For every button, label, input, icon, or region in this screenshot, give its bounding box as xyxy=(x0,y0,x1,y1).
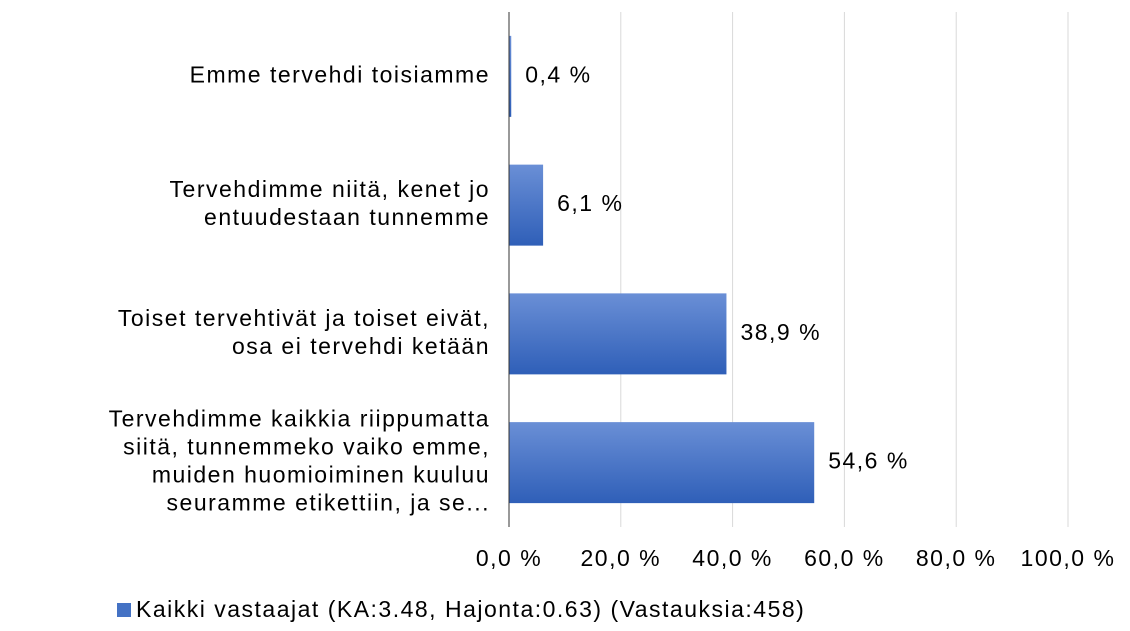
value-label: 0,4 % xyxy=(525,61,591,87)
category-label: Tervehdimme kaikkia riippumatta siitä, tu… xyxy=(109,406,490,516)
category-label: Tervehdimme niitä, kenet jo entuudestaan … xyxy=(170,176,490,230)
category-label: Emme tervehdi toisiamme xyxy=(190,61,490,87)
x-tick-label: 0,0 % xyxy=(476,545,542,571)
category-label: Toiset tervehtivät ja toiset eivät, osa e… xyxy=(118,305,490,359)
legend-label: Kaikki vastaajat (KA:3.48, Hajonta:0.63)… xyxy=(136,596,805,622)
value-label: 6,1 % xyxy=(557,190,623,216)
x-tick-label: 20,0 % xyxy=(580,545,661,571)
bar xyxy=(509,164,544,246)
legend-swatch xyxy=(117,603,131,617)
value-label: 54,6 % xyxy=(828,448,909,474)
x-tick-label: 60,0 % xyxy=(804,545,885,571)
x-tick-label: 100,0 % xyxy=(1021,545,1116,571)
bar xyxy=(509,422,815,504)
x-tick-label: 40,0 % xyxy=(692,545,773,571)
bar xyxy=(509,35,512,117)
x-tick-label: 80,0 % xyxy=(916,545,997,571)
bar xyxy=(509,293,727,375)
value-label: 38,9 % xyxy=(740,319,821,345)
